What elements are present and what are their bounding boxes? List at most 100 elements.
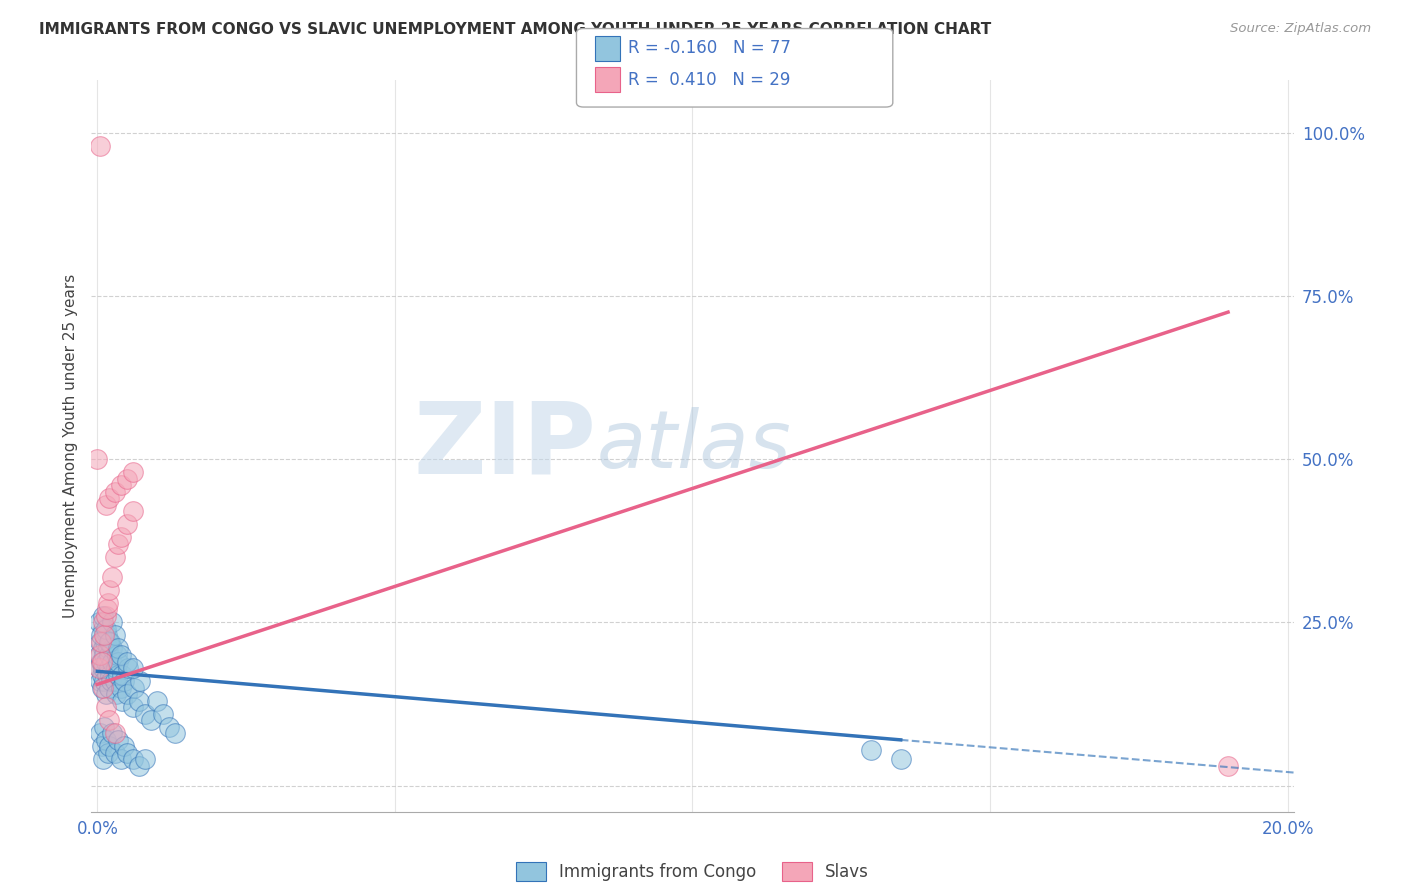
Point bbox=[96, 667, 118, 681]
Point bbox=[98, 667, 121, 681]
Point bbox=[104, 726, 127, 740]
Point bbox=[122, 700, 145, 714]
Point bbox=[105, 687, 128, 701]
Point bbox=[101, 569, 124, 583]
Point bbox=[89, 648, 111, 662]
Point bbox=[89, 635, 111, 649]
Point bbox=[93, 674, 115, 689]
Point bbox=[94, 608, 117, 623]
Point bbox=[104, 674, 127, 689]
Point bbox=[98, 714, 121, 728]
Point bbox=[122, 661, 145, 675]
Point bbox=[128, 759, 150, 773]
Point bbox=[89, 615, 111, 630]
Point bbox=[890, 752, 912, 766]
Point bbox=[111, 694, 134, 708]
Point bbox=[110, 681, 132, 695]
Point bbox=[128, 674, 150, 689]
Point bbox=[91, 752, 114, 766]
Point bbox=[122, 465, 145, 479]
Point bbox=[107, 537, 129, 551]
Point bbox=[93, 648, 115, 662]
Point bbox=[122, 504, 145, 518]
Point bbox=[115, 517, 138, 532]
Point bbox=[98, 582, 121, 597]
Point bbox=[96, 498, 118, 512]
Point bbox=[101, 615, 124, 630]
Point bbox=[90, 667, 112, 681]
Point bbox=[91, 739, 114, 754]
Point bbox=[122, 752, 145, 766]
Point bbox=[89, 726, 111, 740]
Point bbox=[115, 687, 138, 701]
Point bbox=[98, 739, 121, 754]
Text: Source: ZipAtlas.com: Source: ZipAtlas.com bbox=[1230, 22, 1371, 36]
Point bbox=[91, 655, 114, 669]
Point bbox=[93, 628, 115, 642]
Y-axis label: Unemployment Among Youth under 25 years: Unemployment Among Youth under 25 years bbox=[63, 274, 79, 618]
Point bbox=[98, 491, 121, 506]
Point bbox=[1216, 759, 1239, 773]
Text: IMMIGRANTS FROM CONGO VS SLAVIC UNEMPLOYMENT AMONG YOUTH UNDER 25 YEARS CORRELAT: IMMIGRANTS FROM CONGO VS SLAVIC UNEMPLOY… bbox=[39, 22, 991, 37]
Point bbox=[110, 752, 132, 766]
Point bbox=[91, 622, 114, 636]
Point bbox=[139, 714, 162, 728]
Point bbox=[134, 706, 156, 721]
Text: atlas: atlas bbox=[596, 407, 792, 485]
Point bbox=[110, 648, 132, 662]
Point bbox=[104, 484, 127, 499]
Point bbox=[115, 746, 138, 760]
Point bbox=[110, 530, 132, 544]
Point bbox=[117, 661, 139, 675]
Point bbox=[98, 635, 121, 649]
Text: ZIP: ZIP bbox=[413, 398, 596, 494]
Point bbox=[107, 732, 129, 747]
Point bbox=[111, 667, 134, 681]
Point bbox=[91, 681, 114, 695]
Point bbox=[104, 628, 127, 642]
Point bbox=[96, 655, 118, 669]
Point bbox=[157, 720, 180, 734]
Point bbox=[96, 700, 118, 714]
Point bbox=[86, 452, 108, 467]
Point bbox=[97, 746, 120, 760]
Point bbox=[104, 661, 127, 675]
Point bbox=[94, 687, 117, 701]
Point bbox=[104, 549, 127, 564]
Point bbox=[98, 681, 121, 695]
Point bbox=[110, 478, 132, 492]
Point bbox=[163, 726, 186, 740]
Legend: Immigrants from Congo, Slavs: Immigrants from Congo, Slavs bbox=[509, 855, 876, 888]
Point bbox=[97, 596, 120, 610]
Point bbox=[128, 694, 150, 708]
Point bbox=[90, 635, 112, 649]
Point bbox=[107, 641, 129, 656]
Point bbox=[112, 674, 135, 689]
Point bbox=[97, 661, 120, 675]
Point bbox=[100, 635, 122, 649]
Point bbox=[96, 602, 118, 616]
Point bbox=[859, 742, 882, 756]
Point bbox=[104, 746, 127, 760]
Point bbox=[98, 648, 121, 662]
Point bbox=[89, 674, 111, 689]
Point bbox=[97, 641, 120, 656]
Point bbox=[100, 655, 122, 669]
Point bbox=[105, 648, 128, 662]
Point bbox=[87, 661, 110, 675]
Point bbox=[91, 641, 114, 656]
Point bbox=[96, 628, 118, 642]
Point bbox=[91, 661, 114, 675]
Point bbox=[91, 608, 114, 623]
Point bbox=[90, 628, 112, 642]
Point bbox=[107, 655, 129, 669]
Point bbox=[152, 706, 174, 721]
Text: R = -0.160   N = 77: R = -0.160 N = 77 bbox=[628, 39, 792, 57]
Point bbox=[89, 648, 111, 662]
Point bbox=[89, 138, 111, 153]
Point bbox=[100, 674, 122, 689]
Point bbox=[96, 732, 118, 747]
Point bbox=[134, 752, 156, 766]
Point bbox=[146, 694, 169, 708]
Point bbox=[91, 681, 114, 695]
